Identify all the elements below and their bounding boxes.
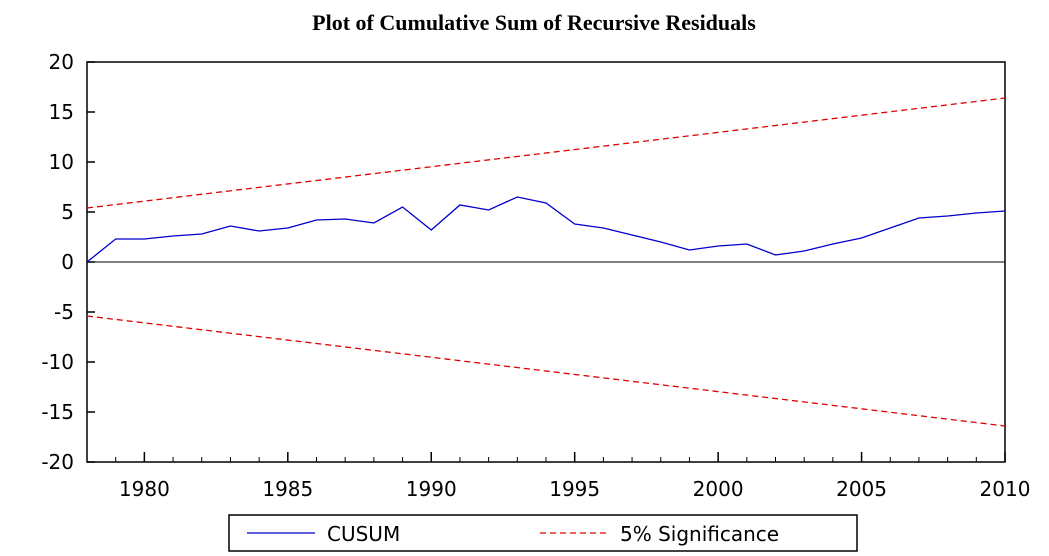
legend-box: [228, 514, 858, 552]
y-tick-label: -15: [41, 400, 74, 424]
lower-bound-line: [86, 315, 1006, 427]
y-tick-label: -5: [54, 300, 74, 324]
y-tick-label: 5: [61, 200, 74, 224]
x-tick-label: 2010: [980, 477, 1031, 501]
y-tick-label: -20: [41, 450, 74, 474]
legend-label: CUSUM: [327, 522, 400, 546]
y-tick-label: -10: [41, 350, 74, 374]
chart-title: Plot of Cumulative Sum of Recursive Resi…: [312, 10, 756, 35]
x-tick-label: 1985: [262, 477, 313, 501]
x-tick-label: 1980: [119, 477, 170, 501]
x-tick-label: 2000: [693, 477, 744, 501]
x-tick-label: 2005: [836, 477, 887, 501]
y-tick-label: 10: [49, 150, 74, 174]
x-tick-label: 1995: [549, 477, 600, 501]
y-tick-label: 20: [49, 50, 74, 74]
legend-label: 5% Significance: [620, 522, 779, 546]
y-tick-label: 15: [49, 100, 74, 124]
x-tick-label: 1990: [406, 477, 457, 501]
y-tick-label: 0: [61, 250, 74, 274]
series-line: [86, 196, 1006, 263]
upper-bound-line: [86, 97, 1006, 209]
